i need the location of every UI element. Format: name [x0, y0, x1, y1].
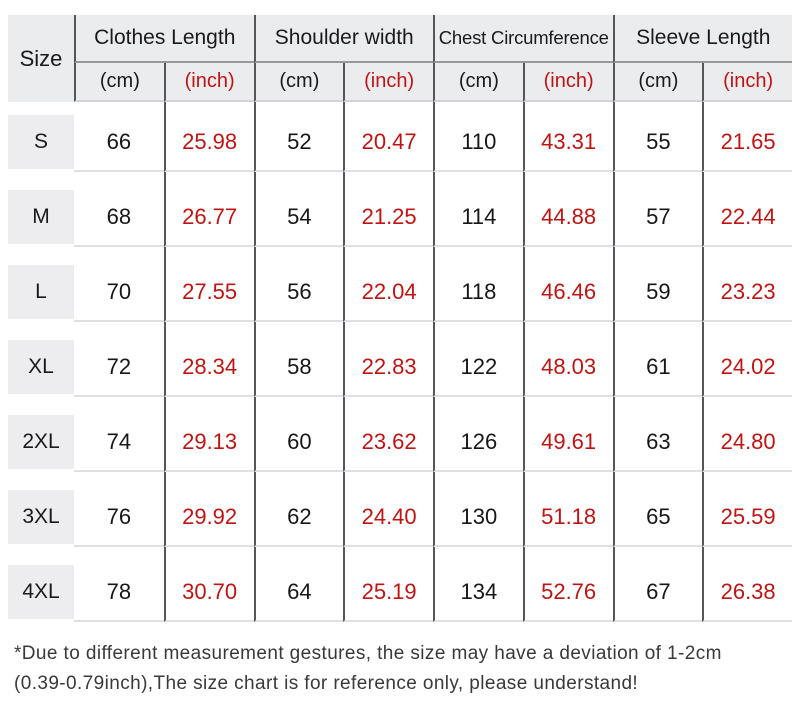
- cell-inch: 44.88: [522, 172, 613, 247]
- footnote: *Due to different measurement gestures, …: [14, 639, 786, 699]
- cell-cm: 63: [612, 397, 703, 472]
- footnote-line-1: *Due to different measurement gestures, …: [14, 643, 722, 664]
- cell-inch: 21.65: [702, 102, 792, 172]
- cell-cm: 60: [253, 397, 344, 472]
- subheader-inch: (inch): [702, 63, 792, 102]
- size-cell: 2XL: [8, 397, 74, 472]
- cell-cm: 114: [433, 172, 523, 247]
- cell-inch: 20.47: [343, 102, 433, 172]
- cell-cm: 62: [253, 472, 344, 547]
- cell-cm: 126: [433, 397, 523, 472]
- cell-cm: 64: [253, 547, 344, 622]
- cell-inch: 21.25: [343, 172, 433, 247]
- cell-cm: 55: [612, 102, 703, 172]
- cell-cm: 118: [433, 247, 523, 322]
- size-cell: 4XL: [8, 547, 74, 622]
- cell-inch: 22.04: [343, 247, 433, 322]
- cell-inch: 25.19: [343, 547, 433, 622]
- size-label: 4XL: [8, 565, 74, 619]
- cell-inch: 29.13: [163, 397, 254, 472]
- cell-cm: 65: [612, 472, 703, 547]
- cell-cm: 78: [74, 547, 164, 622]
- cell-inch: 46.46: [522, 247, 613, 322]
- cell-cm: 56: [253, 247, 344, 322]
- size-label: 2XL: [8, 415, 74, 469]
- cell-inch: 22.83: [343, 322, 433, 397]
- size-cell: XL: [8, 322, 74, 397]
- size-cell: 3XL: [8, 472, 74, 547]
- size-label: L: [8, 265, 74, 319]
- cell-cm: 70: [74, 247, 164, 322]
- cell-cm: 122: [433, 322, 523, 397]
- size-label: XL: [8, 340, 74, 394]
- cell-inch: 26.77: [163, 172, 254, 247]
- cell-cm: 68: [74, 172, 164, 247]
- cell-inch: 51.18: [522, 472, 613, 547]
- cell-inch: 48.03: [522, 322, 613, 397]
- subheader-cm: (cm): [433, 63, 523, 102]
- cell-inch: 23.62: [343, 397, 433, 472]
- header-sleeve-length: Sleeve Length: [612, 15, 792, 63]
- cell-cm: 58: [253, 322, 344, 397]
- cell-cm: 52: [253, 102, 344, 172]
- cell-cm: 72: [74, 322, 164, 397]
- cell-cm: 130: [433, 472, 523, 547]
- cell-inch: 22.44: [702, 172, 792, 247]
- cell-inch: 25.98: [163, 102, 254, 172]
- cell-inch: 29.92: [163, 472, 254, 547]
- size-label: S: [8, 115, 74, 169]
- cell-inch: 24.02: [702, 322, 792, 397]
- header-clothes-length: Clothes Length: [74, 15, 254, 63]
- cell-cm: 110: [433, 102, 523, 172]
- cell-cm: 76: [74, 472, 164, 547]
- cell-cm: 57: [612, 172, 703, 247]
- cell-cm: 61: [612, 322, 703, 397]
- size-label: 3XL: [8, 490, 74, 544]
- size-cell: L: [8, 247, 74, 322]
- cell-inch: 25.59: [702, 472, 792, 547]
- header-size: Size: [8, 15, 74, 102]
- size-cell: M: [8, 172, 74, 247]
- cell-cm: 66: [74, 102, 164, 172]
- header-shoulder-width: Shoulder width: [253, 15, 433, 63]
- subheader-cm: (cm): [74, 63, 164, 102]
- subheader-inch: (inch): [163, 63, 254, 102]
- cell-inch: 43.31: [522, 102, 613, 172]
- cell-cm: 54: [253, 172, 344, 247]
- cell-cm: 74: [74, 397, 164, 472]
- cell-inch: 27.55: [163, 247, 254, 322]
- cell-inch: 26.38: [702, 547, 792, 622]
- cell-inch: 28.34: [163, 322, 254, 397]
- cell-inch: 24.80: [702, 397, 792, 472]
- subheader-cm: (cm): [612, 63, 703, 102]
- subheader-inch: (inch): [343, 63, 433, 102]
- cell-cm: 134: [433, 547, 523, 622]
- subheader-inch: (inch): [522, 63, 613, 102]
- cell-cm: 67: [612, 547, 703, 622]
- size-cell: S: [8, 102, 74, 172]
- size-chart-table: Size Clothes Length Shoulder width Chest…: [8, 15, 792, 622]
- size-label: M: [8, 190, 74, 244]
- footnote-line-2: (0.39-0.79inch),The size chart is for re…: [14, 673, 639, 694]
- cell-inch: 24.40: [343, 472, 433, 547]
- subheader-cm: (cm): [253, 63, 344, 102]
- cell-inch: 30.70: [163, 547, 254, 622]
- header-chest-circumference: Chest Circumference: [433, 15, 613, 63]
- cell-cm: 59: [612, 247, 703, 322]
- cell-inch: 49.61: [522, 397, 613, 472]
- cell-inch: 23.23: [702, 247, 792, 322]
- cell-inch: 52.76: [522, 547, 613, 622]
